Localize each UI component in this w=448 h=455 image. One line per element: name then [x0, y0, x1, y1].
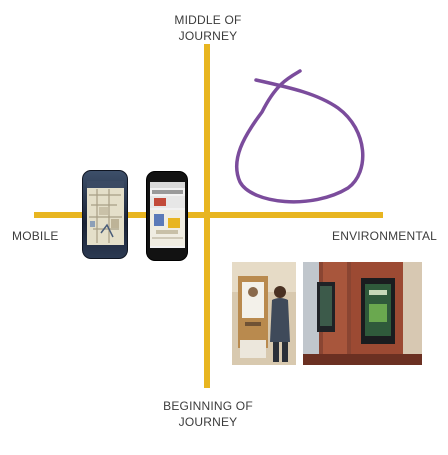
- right-axis-label: ENVIRONMENTAL: [332, 229, 438, 243]
- kiosk-graphic: [232, 262, 296, 365]
- top-axis-label: MIDDLE OF JOURNEY: [174, 13, 242, 43]
- map-screen: [87, 181, 124, 245]
- signage-graphic: [303, 262, 422, 365]
- kiosk-photo: [232, 262, 296, 365]
- map-graphic: [87, 181, 124, 245]
- digital-signage-photo: [303, 262, 422, 365]
- android-phone-image: [82, 170, 128, 259]
- loop-stroke: [234, 69, 365, 204]
- left-axis-label: MOBILE: [12, 229, 59, 243]
- iphone-image: [146, 171, 188, 261]
- app-screen: [150, 182, 185, 248]
- horizontal-axis: [34, 212, 383, 218]
- bottom-axis-label: BEGINNING OF JOURNEY: [163, 399, 253, 429]
- app-graphic: [150, 182, 185, 246]
